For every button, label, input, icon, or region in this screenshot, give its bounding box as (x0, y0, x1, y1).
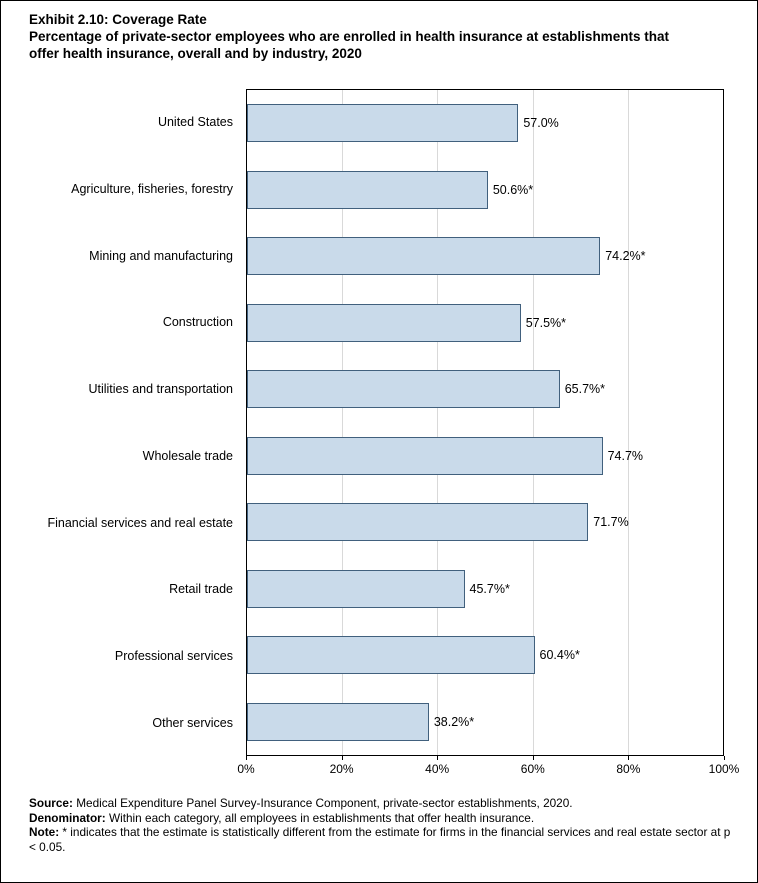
x-tick-label: 20% (329, 762, 354, 776)
note-text: * indicates that the estimate is statist… (29, 825, 731, 854)
category-label: United States (157, 115, 233, 130)
tick-mark (724, 756, 725, 760)
source-text: Medical Expenditure Panel Survey-Insuran… (72, 796, 573, 810)
gridline (532, 90, 534, 755)
value-label: 38.2%* (433, 714, 475, 729)
tick-mark (246, 756, 247, 760)
source-label: Source: (29, 796, 73, 810)
tick-mark (532, 756, 534, 760)
category-label: Other services (152, 715, 233, 730)
note-label: Note: (29, 825, 60, 839)
bar (247, 370, 560, 409)
value-label: 74.7% (607, 448, 644, 463)
bar (247, 170, 488, 209)
tick-mark (437, 756, 439, 760)
bar (247, 303, 521, 342)
category-label: Mining and manufacturing (89, 248, 233, 263)
bar-row: 74.2%* (247, 223, 723, 290)
bar (247, 237, 601, 276)
gridline (627, 90, 629, 755)
value-label: 45.7%* (469, 581, 510, 596)
bar-row: 45.7%* (247, 556, 723, 623)
category-label: Financial services and real estate (47, 515, 233, 530)
bar (247, 569, 465, 608)
bar-rows: 57.0% 50.6%* 74.2%* 57.5%* 65.7%* 74.7% 71.7% 4… (247, 90, 723, 755)
value-label: 60.4%* (539, 648, 580, 663)
exhibit-title: Exhibit 2.10: Coverage Rate (29, 12, 207, 27)
category-label: Agriculture, fisheries, forestry (71, 182, 233, 197)
x-axis: 0% 20% 40% 60% 80% 100% (237, 756, 739, 780)
bar-row: 71.7% (247, 489, 723, 556)
significance-note: Note: * indicates that the estimate is s… (29, 825, 735, 854)
value-label: 50.6%* (492, 182, 534, 197)
value-label: 71.7% (593, 515, 629, 530)
category-label: Retail trade (169, 582, 233, 597)
x-tick-label: 40% (425, 762, 450, 776)
bar (247, 436, 603, 475)
value-label: 57.0% (523, 116, 559, 131)
gridline (437, 90, 439, 755)
source-note: Source: Medical Expenditure Panel Survey… (29, 796, 735, 811)
bar-row: 38.2%* (247, 689, 723, 756)
value-label: 74.2%* (605, 249, 646, 264)
bar-row: 50.6%* (247, 157, 723, 224)
denominator-text: Within each category, all employees in e… (105, 810, 535, 825)
denominator-label: Denominator: (29, 810, 106, 825)
bar (247, 636, 535, 675)
value-label: 65.7%* (564, 382, 606, 397)
bar-row: 65.7%* (247, 356, 723, 423)
tick-mark (628, 756, 630, 760)
footnotes: Source: Medical Expenditure Panel Survey… (29, 796, 735, 854)
bar-row: 57.0% (247, 90, 723, 157)
tick-mark (341, 756, 343, 760)
value-label: 57.5%* (525, 315, 566, 330)
category-label: Construction (162, 315, 233, 330)
category-label: Utilities and transportation (88, 382, 233, 397)
bar-row: 57.5%* (247, 290, 723, 357)
exhibit-subtitle: Percentage of private-sector employees w… (29, 29, 669, 61)
x-tick-label: 0% (237, 762, 255, 776)
x-tick-label: 100% (708, 762, 740, 776)
category-label: Wholesale trade (142, 448, 233, 463)
category-axis: United States Agriculture, fisheries, for… (1, 89, 240, 756)
bar-row: 74.7% (247, 423, 723, 490)
bar-row: 60.4%* (247, 622, 723, 689)
header: Exhibit 2.10: Coverage Rate Percentage o… (29, 11, 729, 62)
category-label: Professional services (114, 648, 233, 663)
x-tick-label: 60% (520, 762, 545, 776)
plot-area: 57.0% 50.6%* 74.2%* 57.5%* 65.7%* 74.7% 71.7% 4… (246, 89, 724, 756)
bar (247, 104, 519, 143)
x-tick-label: 80% (616, 762, 641, 776)
denominator-note: Denominator: Within each category, all e… (29, 811, 735, 826)
bar (247, 702, 429, 741)
gridline (342, 90, 344, 755)
bar (247, 503, 589, 542)
